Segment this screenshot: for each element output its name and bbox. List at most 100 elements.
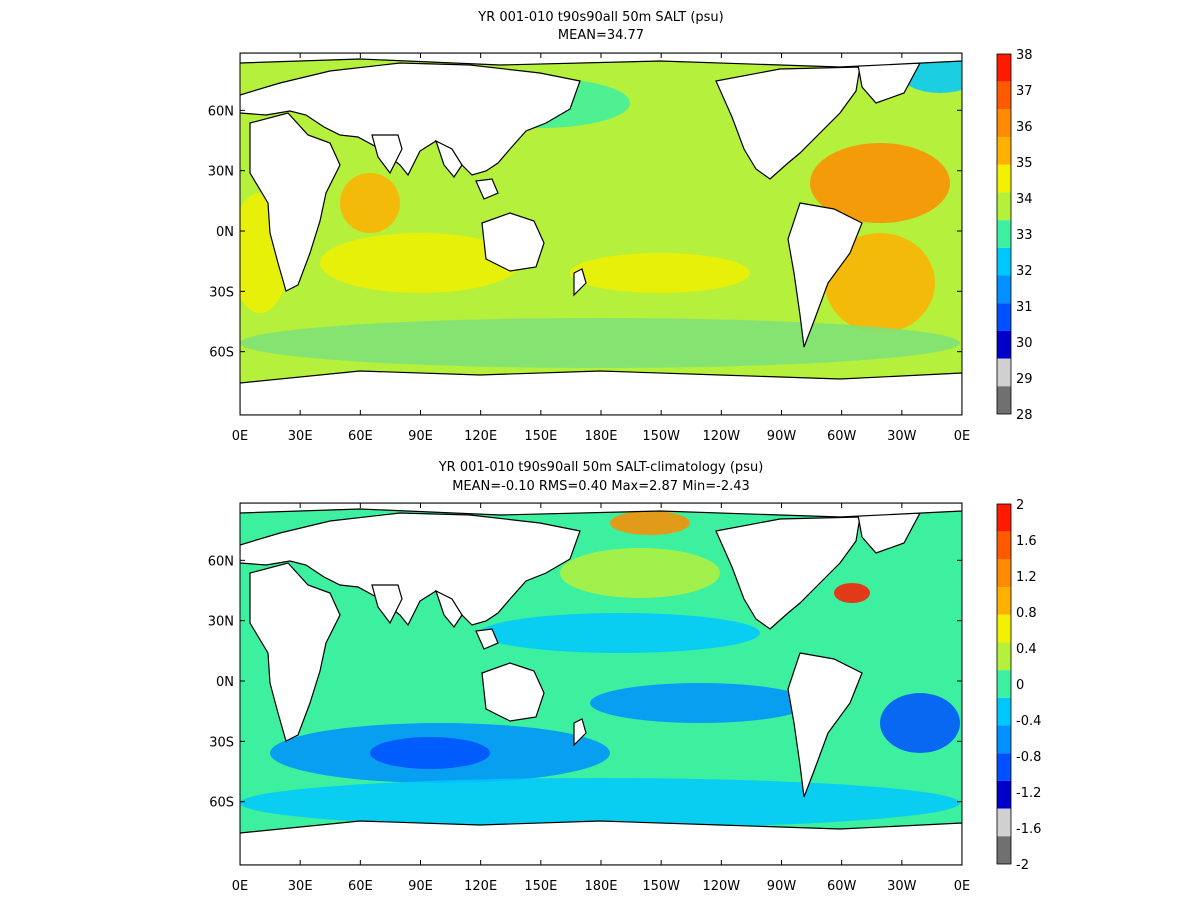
colorbar-label: 28: [1016, 408, 1033, 423]
y-tick-label: 60N: [208, 554, 234, 569]
colorbar-label: -1.6: [1016, 822, 1041, 837]
y-tick-label: 30N: [208, 165, 234, 180]
colorbar-label: 30: [1016, 336, 1033, 351]
salinity-anomaly-region: [880, 693, 960, 753]
x-tick-label: 150W: [642, 879, 680, 894]
colorbar-label: -0.8: [1016, 750, 1041, 765]
colorbar-label: 0.4: [1016, 642, 1037, 657]
y-tick-label: 30S: [209, 735, 234, 750]
colorbar-segment: [997, 54, 1011, 82]
salinity-anomaly-region: [340, 173, 400, 233]
x-tick-label: 0E: [232, 429, 249, 444]
salinity-anomaly-region: [610, 511, 690, 535]
colorbar-segment: [997, 358, 1011, 387]
colorbar-segment: [997, 109, 1011, 138]
colorbar-segment: [997, 642, 1011, 671]
salinity-anomaly-region: [480, 613, 760, 653]
panel2-subtitle: MEAN=-0.10 RMS=0.40 Max=2.87 Min=-2.43: [452, 479, 750, 494]
colorbar-segment: [997, 697, 1011, 726]
colorbar-frame: [996, 53, 1012, 415]
x-tick-label: 30E: [288, 429, 313, 444]
salinity-anomaly-region: [240, 778, 960, 828]
salinity-anomaly-region: [590, 683, 810, 723]
y-tick-label: 0N: [216, 225, 234, 240]
map-panel-2: 0E 30E 60E 90E 120E 150E 180E 150W 120W 90W 60W 30W…: [208, 498, 1042, 894]
colorbar-segment: [997, 670, 1011, 698]
x-tick-label: 60W: [827, 429, 857, 444]
y-tick-label: 0N: [216, 675, 234, 690]
colorbar-label: 35: [1016, 156, 1033, 171]
x-tick-label: 150E: [524, 429, 557, 444]
x-tick-label: 90W: [767, 429, 797, 444]
colorbar-segment: [997, 531, 1011, 560]
x-tick-label: 180E: [584, 429, 617, 444]
colorbar-label: 38: [1016, 48, 1033, 63]
ocean-field: [240, 53, 962, 415]
x-tick-label: 180E: [584, 879, 617, 894]
colorbar-segment: [997, 330, 1011, 359]
colorbar-label: 1.2: [1016, 570, 1037, 585]
x-tick-label: 120E: [464, 429, 497, 444]
x-tick-label: 90W: [767, 879, 797, 894]
colorbar: 2 1.6 1.2 0.8 0.4 0 -0.4 -0.8 -1.2 -1.6 -2: [996, 498, 1041, 873]
salinity-anomaly-region: [825, 233, 935, 333]
x-tick-label: 120W: [702, 879, 740, 894]
colorbar: 38 37 36 35 34 33 32 31 30 29 28: [996, 48, 1033, 423]
x-tick-label: 120W: [702, 429, 740, 444]
y-tick-label: 60S: [209, 796, 234, 811]
ocean-field: [240, 503, 962, 865]
panel2-title: YR 001-010 t90s90all 50m SALT-climatolog…: [438, 460, 764, 475]
colorbar-label: 37: [1016, 84, 1033, 99]
colorbar-label: 36: [1016, 120, 1033, 135]
y-tick-label: 30S: [209, 285, 234, 300]
colorbar-label: 33: [1016, 228, 1033, 243]
x-tick-label: 0E: [232, 879, 249, 894]
x-tick-label: 60E: [348, 429, 373, 444]
colorbar-segment: [997, 780, 1011, 809]
colorbar-segment: [997, 614, 1011, 643]
y-tick-label: 60N: [208, 104, 234, 119]
x-tick-label: 0E: [954, 429, 971, 444]
x-tick-label: 0E: [954, 879, 971, 894]
panel1-title: YR 001-010 t90s90all 50m SALT (psu): [478, 10, 724, 25]
colorbar-label: 2: [1016, 498, 1024, 513]
colorbar-label: -1.2: [1016, 786, 1041, 801]
map-panel-1: 0E 30E 60E 90E 120E 150E 180E 150W 120W 90W 60W 30W…: [208, 48, 1033, 444]
x-tick-label: 90E: [408, 429, 433, 444]
y-tick-label: 30N: [208, 615, 234, 630]
colorbar-label: 31: [1016, 300, 1033, 315]
colorbar-segment: [997, 303, 1011, 331]
colorbar-label: 29: [1016, 372, 1033, 387]
salinity-anomaly-region: [560, 548, 720, 598]
colorbar-frame: [996, 503, 1012, 865]
x-tick-label: 120E: [464, 879, 497, 894]
colorbar-segment: [997, 81, 1011, 110]
x-tick-label: 90E: [408, 879, 433, 894]
colorbar-segment: [997, 808, 1011, 837]
x-tick-label: 60W: [827, 879, 857, 894]
x-tick-label: 30W: [887, 429, 917, 444]
salinity-anomaly-region: [320, 233, 520, 293]
colorbar-segment: [997, 192, 1011, 221]
x-tick-label: 30E: [288, 879, 313, 894]
colorbar-segment: [997, 247, 1011, 276]
panel1-subtitle: MEAN=34.77: [557, 28, 645, 43]
colorbar-label: -0.4: [1016, 714, 1041, 729]
colorbar-label: 0: [1016, 678, 1024, 693]
x-tick-label: 30W: [887, 879, 917, 894]
salinity-anomaly-region: [810, 143, 950, 223]
colorbar-segment: [997, 504, 1011, 532]
colorbar-label: -2: [1016, 858, 1029, 873]
colorbar-segment: [997, 220, 1011, 248]
x-tick-label: 60E: [348, 879, 373, 894]
colorbar-label: 34: [1016, 192, 1033, 207]
colorbar-segment: [997, 587, 1011, 615]
salinity-anomaly-region: [240, 318, 960, 368]
colorbar-segment: [997, 275, 1011, 304]
colorbar-segment: [997, 725, 1011, 754]
y-tick-label: 60S: [209, 346, 234, 361]
salinity-anomaly-region: [570, 253, 750, 293]
colorbar-label: 1.6: [1016, 534, 1037, 549]
salinity-anomaly-region: [834, 583, 870, 603]
